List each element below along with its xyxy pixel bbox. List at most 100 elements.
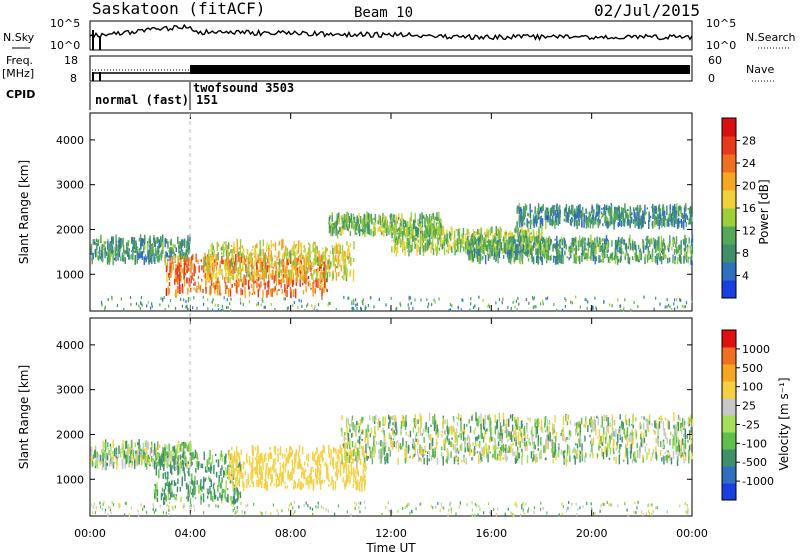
power-cell — [283, 280, 286, 283]
power-cell — [241, 245, 244, 249]
velocity-cell — [208, 457, 210, 465]
velocity-cell — [150, 447, 152, 453]
power-cell — [688, 218, 690, 225]
power-cell — [614, 214, 617, 222]
power-cell — [512, 244, 514, 252]
velocity-cell — [405, 431, 407, 436]
velocity-cell — [161, 446, 164, 450]
power-cell — [150, 246, 152, 255]
power-speckle — [592, 305, 594, 309]
velocity-cell — [237, 465, 239, 469]
power-cell — [559, 209, 561, 214]
power-cell — [611, 215, 613, 225]
power-cell — [239, 263, 241, 274]
nave-right-tick-top: 60 — [708, 54, 722, 67]
power-cell — [169, 260, 172, 264]
velocity-cell — [153, 489, 156, 492]
velocity-cell — [222, 470, 225, 478]
power-speckle — [229, 308, 232, 312]
velocity-cell — [217, 462, 220, 467]
velocity-cell — [146, 460, 148, 470]
power-cell — [563, 238, 566, 244]
velocity-cell — [173, 452, 176, 458]
power-speckle — [409, 296, 412, 300]
velocity-cell — [155, 465, 157, 476]
velocity-cell — [178, 462, 181, 468]
power-cell — [325, 264, 327, 275]
power-cell — [218, 281, 220, 290]
power-cell — [222, 249, 225, 258]
power-cell — [579, 255, 581, 265]
power-cell — [517, 246, 519, 256]
velocity-cell — [96, 451, 98, 457]
velocity-cell — [291, 468, 293, 475]
power-cell — [532, 229, 535, 239]
power-cell — [282, 263, 285, 273]
power-cell — [667, 217, 670, 223]
power-cell — [267, 281, 269, 288]
power-speckle — [240, 301, 242, 305]
power-cell — [483, 231, 486, 236]
power-cell — [566, 212, 568, 221]
power-speckle — [164, 307, 166, 311]
velocity-cell — [318, 453, 320, 462]
velocity-cell — [197, 458, 199, 461]
power-cell — [283, 254, 285, 260]
power-cell — [281, 288, 283, 294]
power-cell — [353, 241, 355, 250]
power-cell — [218, 290, 221, 296]
power-cell — [497, 228, 500, 237]
power-cell — [538, 211, 540, 214]
power-cell — [394, 233, 397, 244]
velocity-cell — [155, 455, 157, 459]
power-cell — [478, 256, 480, 264]
velocity-cell — [234, 459, 236, 463]
power-cell — [410, 227, 413, 236]
power-cell — [236, 238, 238, 248]
power-speckle — [229, 302, 231, 306]
velocity-cell — [221, 492, 224, 498]
power-cell — [289, 260, 292, 264]
power-cell — [426, 245, 429, 251]
power-cell — [391, 222, 393, 228]
velocity-cell — [347, 473, 349, 483]
power-colorbar-tick-label: 24 — [742, 157, 756, 170]
power-cell — [178, 245, 180, 254]
power-cell — [175, 267, 177, 275]
power-cell — [400, 218, 402, 227]
power-cell — [443, 233, 445, 238]
velocity-cell — [667, 419, 669, 430]
power-cell — [546, 253, 548, 259]
power-cell — [596, 212, 598, 217]
beam-label: Beam 10 — [354, 5, 413, 21]
power-cell — [472, 232, 474, 237]
power-cell — [339, 226, 341, 233]
power-cell — [521, 230, 524, 237]
power-cell — [235, 282, 237, 292]
power-cell — [557, 255, 559, 265]
power-cell — [550, 207, 553, 217]
power-cell — [480, 234, 482, 238]
power-cell — [470, 253, 472, 261]
power-cell — [613, 206, 616, 216]
velocity-cell — [238, 463, 240, 467]
power-cell — [380, 229, 383, 235]
power-cell — [211, 252, 214, 255]
power-cell — [339, 259, 341, 267]
power-cell — [256, 278, 258, 289]
velocity-cell — [688, 430, 691, 440]
power-cell — [287, 258, 289, 265]
power-cell — [610, 210, 613, 219]
power-cell — [190, 268, 192, 274]
power-cell — [254, 271, 256, 277]
power-speckle — [684, 305, 687, 309]
velocity-cell — [178, 448, 181, 451]
velocity-cell — [193, 456, 196, 459]
power-cell — [112, 249, 114, 253]
velocity-cell — [446, 419, 449, 429]
power-cell — [271, 255, 273, 260]
power-cell — [635, 207, 637, 211]
power-speckle — [410, 301, 412, 305]
power-cell — [282, 238, 284, 248]
power-cell — [406, 241, 408, 248]
